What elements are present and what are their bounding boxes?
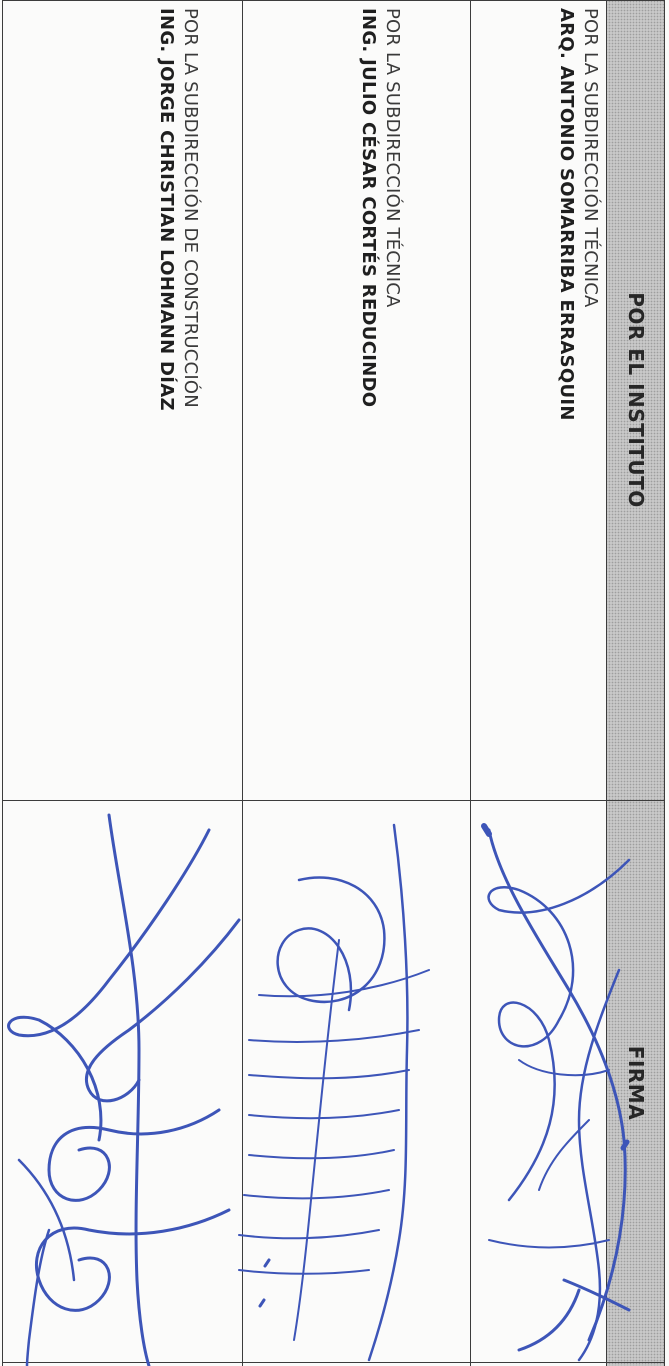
signature-2 [238,823,430,1362]
table-border [2,0,665,1]
row-name: ING. JORGE CHRISTIAN LOHMANN DÍAZ [156,8,177,411]
header-institute: POR EL INSTITUTO [624,292,648,508]
table-border [664,0,665,1366]
signature-3 [7,813,241,1366]
column-divider [2,800,665,801]
row-subdivision: POR LA SUBDIRECCIÓN TÉCNICA [580,8,601,308]
row-subdivision: POR LA SUBDIRECCIÓN TÉCNICA [382,8,403,308]
signature-1 [481,823,631,1362]
row-subdivision: POR LA SUBDIRECCIÓN DE CONSTRUCCIÓN [180,8,201,408]
row-name: ARQ. ANTONIO SOMARRIBA ERRASQUIN [556,8,577,421]
row-name: ING. JULIO CÉSAR CORTÉS REDUCINDO [358,8,379,408]
